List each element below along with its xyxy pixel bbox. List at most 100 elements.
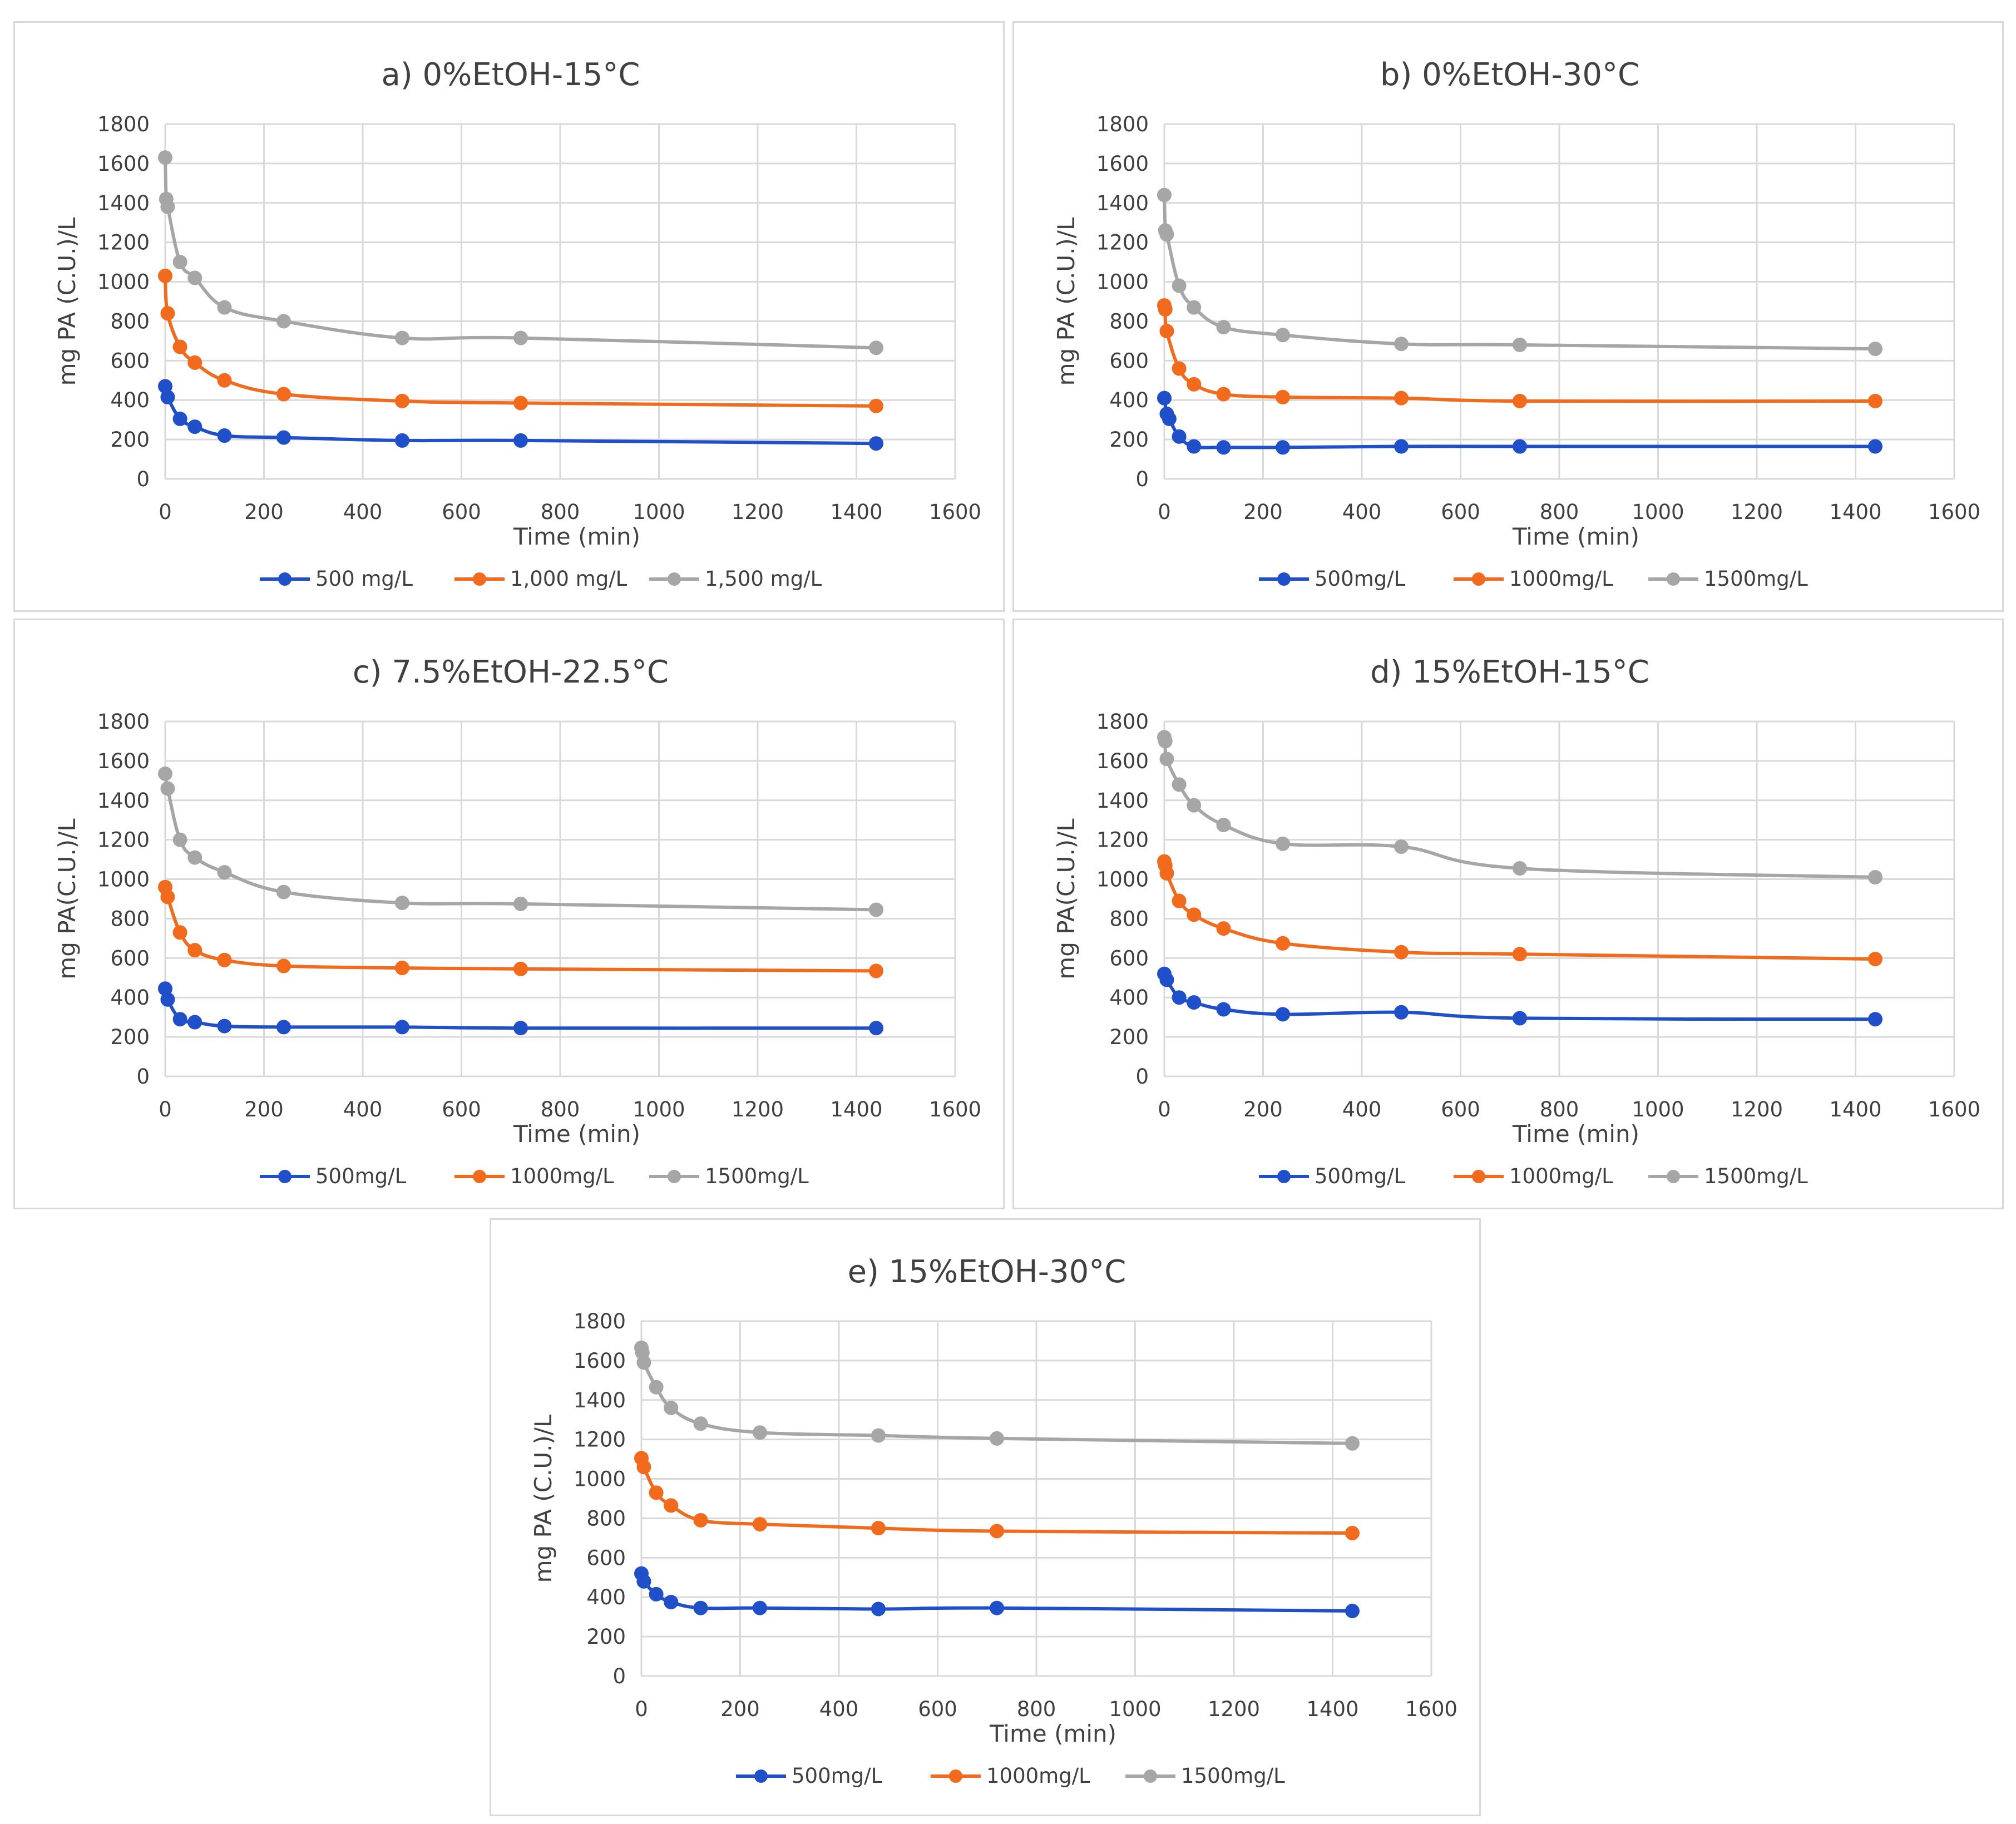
data-point <box>172 339 187 354</box>
data-point <box>1513 439 1527 454</box>
data-point <box>513 961 528 976</box>
x-tick-label: 600 <box>918 1697 957 1721</box>
x-tick-label: 600 <box>442 500 481 524</box>
data-point <box>217 300 232 315</box>
data-point <box>187 943 202 958</box>
y-tick-label: 0 <box>1135 1065 1149 1089</box>
data-point <box>217 428 232 443</box>
x-tick-label: 1200 <box>1731 1098 1783 1121</box>
chart-title: d) 15%EtOH-15°C <box>1370 654 1649 690</box>
chart-panel-d: d) 15%EtOH-15°C 0 200 400 600 800 1000 1200 1400… <box>1012 619 2004 1209</box>
y-tick-label: 400 <box>586 1585 626 1609</box>
data-point <box>1394 1005 1409 1020</box>
x-tick-label: 400 <box>1342 500 1382 524</box>
data-point <box>1513 861 1527 876</box>
data-point <box>869 436 883 451</box>
data-point <box>187 850 202 865</box>
x-tick-label: 200 <box>244 500 284 524</box>
data-point <box>187 270 202 285</box>
x-tick-label: 1000 <box>633 500 685 524</box>
y-tick-label: 1000 <box>574 1467 626 1491</box>
chart-title: b) 0%EtOH-30°C <box>1380 57 1639 93</box>
y-tick-label: 600 <box>586 1546 626 1570</box>
data-point <box>1172 429 1187 444</box>
y-tick-label: 600 <box>1109 946 1149 970</box>
y-tick-label: 1600 <box>574 1349 626 1373</box>
data-point <box>158 766 172 781</box>
data-point <box>187 1015 202 1030</box>
y-tick-label: 1000 <box>97 270 150 294</box>
y-tick-label: 800 <box>110 907 150 931</box>
y-tick-label: 200 <box>1109 428 1149 452</box>
data-point <box>1216 1002 1231 1017</box>
data-point <box>1276 1007 1290 1022</box>
legend-label: 1500mg/L <box>705 1164 809 1188</box>
data-point <box>1394 839 1409 854</box>
data-point <box>160 306 175 321</box>
data-point <box>1162 411 1177 426</box>
x-tick-label: 0 <box>159 500 172 524</box>
data-point <box>276 1020 291 1035</box>
data-point <box>276 314 291 329</box>
data-point <box>1868 1012 1882 1027</box>
data-point <box>187 355 202 370</box>
legend-label: 500 mg/L <box>315 567 413 591</box>
x-tick-label: 200 <box>1243 500 1283 524</box>
chart-title: a) 0%EtOH-15°C <box>382 57 640 93</box>
y-tick-label: 800 <box>586 1506 626 1530</box>
data-point <box>1187 439 1202 454</box>
data-point <box>1276 328 1290 343</box>
y-tick-label: 200 <box>1109 1025 1149 1049</box>
y-tick-label: 200 <box>110 428 150 452</box>
data-point <box>1216 387 1231 402</box>
data-point <box>1868 870 1882 885</box>
data-point <box>1187 907 1202 922</box>
data-point <box>1345 1526 1360 1541</box>
data-point <box>990 1431 1004 1446</box>
data-point <box>1159 227 1174 242</box>
y-tick-label: 400 <box>1109 986 1149 1010</box>
chart-b-svg: b) 0%EtOH-30°C 0 200 400 600 800 1000 1200 1400 1… <box>1053 57 1980 591</box>
legend-marker <box>1472 1170 1485 1183</box>
x-tick-label: 1600 <box>929 1098 981 1121</box>
legend-label: 1000mg/L <box>986 1764 1090 1788</box>
data-point <box>395 961 409 976</box>
y-tick-label: 0 <box>612 1664 626 1688</box>
legend-label: 500mg/L <box>792 1764 883 1788</box>
x-tick-label: 1600 <box>1928 1098 1980 1121</box>
series-line <box>640 1347 1353 1445</box>
x-tick-label: 1200 <box>1731 500 1783 524</box>
data-point <box>172 925 187 940</box>
y-tick-label: 1400 <box>1096 789 1149 813</box>
y-axis-label: mg PA (C.U.)/L <box>53 217 81 385</box>
data-point <box>1276 440 1290 455</box>
x-tick-label: 200 <box>1243 1098 1283 1121</box>
legend-label: 1,500 mg/L <box>705 567 822 591</box>
legend-label: 1500mg/L <box>1704 567 1808 591</box>
x-tick-label: 0 <box>159 1098 172 1121</box>
x-tick-label: 800 <box>541 500 580 524</box>
x-axis-label: Time (min) <box>1512 1120 1639 1148</box>
chart-e-svg: e) 15%EtOH-30°C 0 200 400 600 800 1000 1200 1400… <box>530 1254 1457 1788</box>
data-point <box>636 1460 651 1475</box>
data-point <box>990 1600 1004 1615</box>
data-point <box>1158 302 1173 317</box>
x-tick-label: 600 <box>1441 500 1480 524</box>
x-tick-label: 0 <box>1158 500 1171 524</box>
data-point <box>871 1428 886 1443</box>
data-point <box>1276 389 1290 404</box>
y-tick-label: 1200 <box>97 828 150 852</box>
y-tick-label: 0 <box>136 467 150 491</box>
y-tick-label: 400 <box>1109 388 1149 412</box>
legend-marker <box>1277 572 1291 586</box>
data-point <box>871 1601 886 1617</box>
y-axis-label: mg PA (C.U.)/L <box>1053 217 1080 385</box>
data-point <box>160 199 175 214</box>
data-point <box>871 1521 886 1536</box>
chart-panel-e: e) 15%EtOH-30°C 0 200 400 600 800 1000 1200 1400… <box>490 1218 1481 1816</box>
x-axis-label: Time (min) <box>513 523 640 550</box>
data-point <box>1172 361 1187 376</box>
data-point <box>1276 836 1290 851</box>
data-point <box>1159 866 1174 881</box>
legend-marker <box>1667 1170 1680 1183</box>
